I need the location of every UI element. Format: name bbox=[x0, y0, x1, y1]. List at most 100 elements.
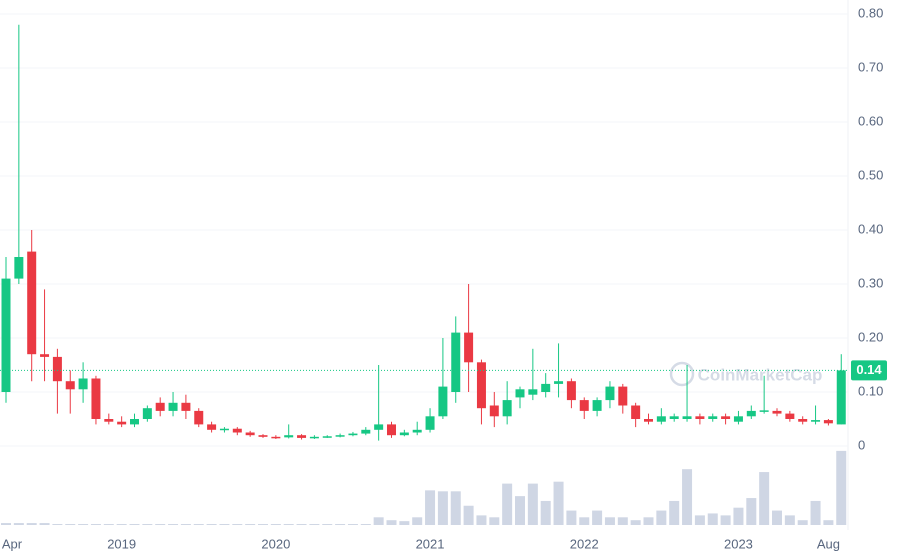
volume-bar bbox=[566, 510, 577, 525]
volume-bar bbox=[720, 515, 731, 525]
candle-body bbox=[27, 251, 37, 355]
volume-bar bbox=[283, 524, 294, 525]
volume-bar bbox=[412, 517, 423, 525]
candle-body bbox=[708, 416, 718, 419]
volume-bar bbox=[245, 524, 256, 525]
volume-bar bbox=[129, 524, 140, 525]
volume-bar bbox=[643, 517, 654, 525]
candle-body bbox=[40, 354, 50, 357]
volume-bar bbox=[669, 500, 680, 525]
candle-body bbox=[605, 386, 615, 401]
candle-body bbox=[117, 421, 127, 425]
candle-body bbox=[566, 381, 576, 401]
candle-body bbox=[142, 408, 152, 419]
candle-body bbox=[592, 400, 602, 411]
candle-body bbox=[1, 278, 11, 392]
x-tick-label: Apr bbox=[2, 536, 23, 551]
candle-body bbox=[631, 405, 641, 419]
candle-body bbox=[335, 435, 345, 437]
volume-bar bbox=[270, 524, 281, 525]
candle-body bbox=[695, 416, 705, 419]
volume-bar bbox=[836, 450, 847, 525]
volume-bar bbox=[682, 469, 693, 525]
candle-body bbox=[104, 419, 114, 422]
volume-bar bbox=[515, 496, 525, 525]
x-tick-label: 2023 bbox=[724, 536, 753, 551]
volume-bar bbox=[694, 515, 705, 525]
volume-bar bbox=[527, 483, 538, 525]
candle-body bbox=[721, 416, 731, 419]
volume-bar bbox=[1, 523, 11, 525]
candle-body bbox=[207, 424, 217, 430]
volume-bar bbox=[13, 523, 24, 525]
y-tick-label: 0.80 bbox=[858, 5, 883, 20]
candle-body bbox=[759, 410, 769, 412]
volume-bar bbox=[155, 524, 166, 525]
candle-body bbox=[682, 416, 692, 419]
volume-bar bbox=[232, 524, 243, 525]
volume-bar bbox=[617, 517, 628, 525]
volume-bar bbox=[810, 500, 821, 525]
volume-bar bbox=[437, 491, 448, 525]
candle-body bbox=[489, 405, 499, 417]
volume-bar bbox=[656, 510, 667, 525]
volume-bar bbox=[78, 524, 89, 525]
candle-body bbox=[194, 410, 204, 425]
volume-bar bbox=[52, 524, 63, 525]
volume-bar bbox=[476, 515, 487, 525]
current-price-box bbox=[851, 360, 887, 381]
volume-bar bbox=[759, 472, 770, 525]
candle-body bbox=[823, 420, 833, 424]
candle-body bbox=[451, 332, 461, 392]
candle-body bbox=[579, 400, 589, 411]
x-tick-label: 2021 bbox=[416, 536, 445, 551]
candle-body bbox=[258, 435, 268, 437]
x-tick-label: Aug bbox=[817, 536, 840, 551]
x-tick-label: 2022 bbox=[570, 536, 599, 551]
volume-bar bbox=[733, 507, 744, 525]
volume-bar bbox=[360, 524, 371, 525]
candle-body bbox=[219, 428, 229, 431]
y-tick-label: 0.40 bbox=[858, 221, 883, 236]
volume-bar bbox=[463, 505, 474, 525]
y-tick-label: 0.30 bbox=[858, 275, 883, 290]
volume-bar bbox=[772, 510, 782, 525]
volume-bar bbox=[193, 524, 204, 525]
x-tick-label: 2020 bbox=[261, 536, 290, 551]
volume-bar bbox=[707, 513, 718, 525]
candle-body bbox=[554, 381, 564, 384]
candle-body bbox=[232, 428, 242, 433]
volume-bar bbox=[630, 520, 641, 525]
candle-body bbox=[14, 257, 24, 279]
volume-bar bbox=[103, 524, 114, 525]
candle-body bbox=[425, 416, 435, 430]
volume-bar bbox=[579, 517, 590, 525]
volume-bar bbox=[450, 491, 461, 525]
candle-body bbox=[746, 410, 756, 417]
candle-body bbox=[412, 429, 422, 433]
candle-body bbox=[271, 436, 281, 439]
volume-bar bbox=[399, 521, 410, 525]
candle-body bbox=[168, 402, 178, 411]
watermark-logo bbox=[669, 361, 695, 387]
volume-bar bbox=[823, 520, 834, 525]
volume-bar bbox=[335, 524, 346, 525]
candle-body bbox=[811, 420, 821, 422]
volume-bar bbox=[604, 517, 615, 525]
volume-bar bbox=[784, 515, 795, 525]
volume-bar bbox=[592, 510, 603, 525]
x-tick-label: 2019 bbox=[107, 536, 136, 551]
volume-bar bbox=[746, 498, 757, 525]
candle-body bbox=[387, 424, 396, 436]
candle-body bbox=[656, 416, 666, 422]
candle-body bbox=[130, 419, 139, 425]
candle-body bbox=[476, 362, 486, 409]
candle-body bbox=[785, 413, 795, 419]
volume-bar bbox=[386, 520, 397, 525]
candle-body bbox=[284, 435, 294, 438]
volume-bar bbox=[142, 524, 153, 525]
watermark: CoinMarketCap bbox=[698, 365, 823, 384]
candle-body bbox=[669, 416, 679, 419]
candle-body bbox=[309, 436, 319, 439]
